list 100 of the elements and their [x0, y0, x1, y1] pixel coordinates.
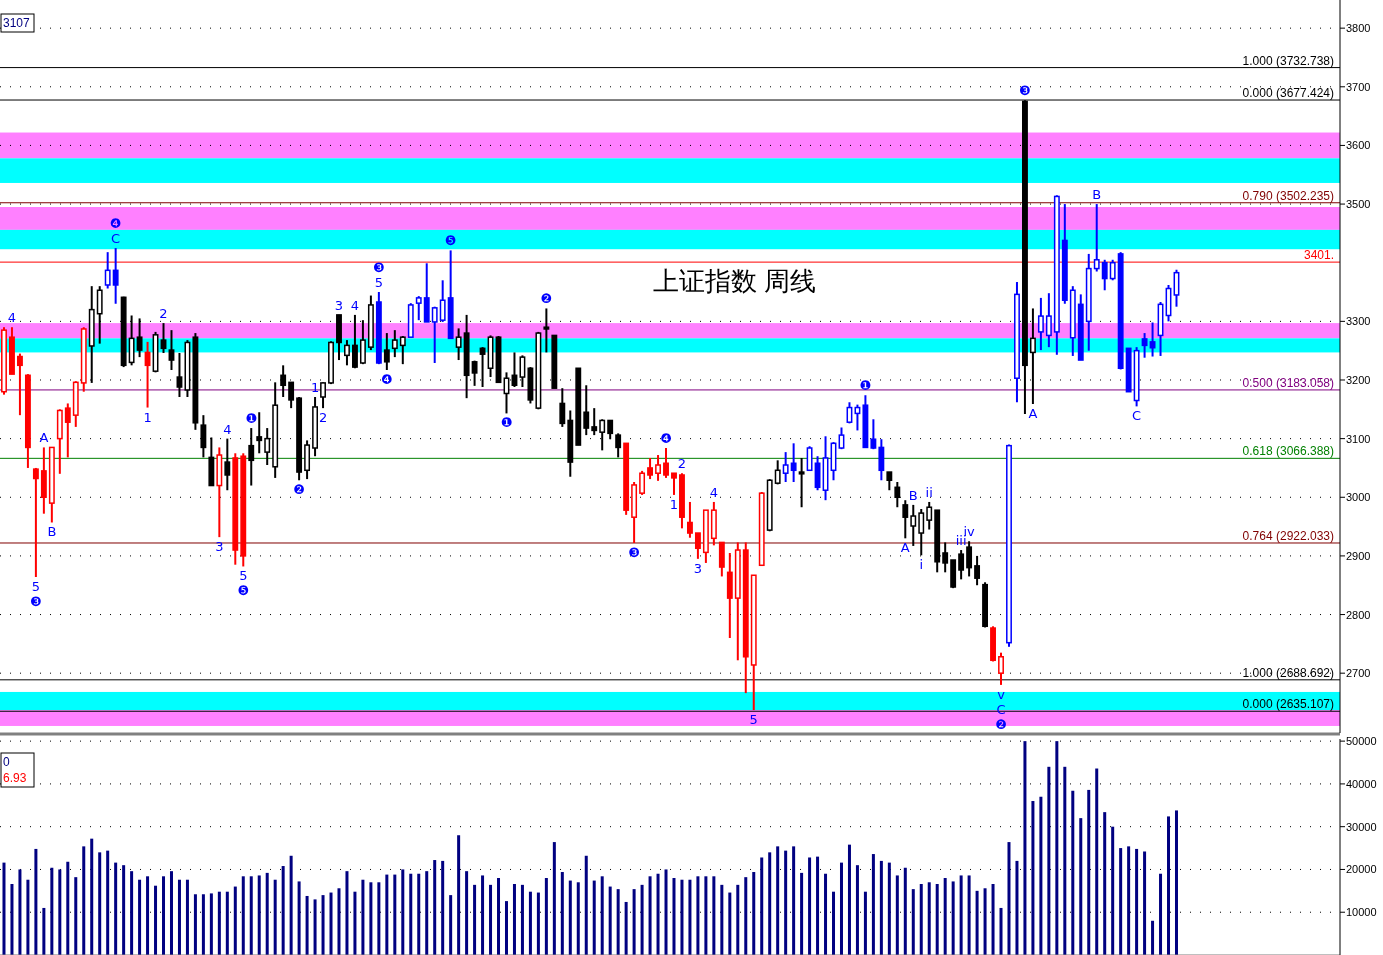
bar [919, 884, 923, 955]
annotation: 3107 [3, 16, 31, 30]
text: ❹ C [109, 216, 122, 247]
text: ❷ [540, 291, 553, 307]
bar [449, 895, 453, 955]
bar [576, 882, 580, 955]
bar [592, 880, 596, 955]
bar [225, 891, 229, 955]
bar [847, 844, 851, 955]
bar [855, 865, 859, 955]
text: 上证指数 周线 [653, 266, 816, 296]
bar [1031, 801, 1035, 955]
text: 2 [159, 306, 168, 322]
y-tick-label: 40000 [1346, 777, 1377, 790]
bar [1015, 860, 1019, 955]
bar [1047, 766, 1051, 955]
bar [656, 873, 660, 955]
bar [568, 880, 572, 955]
annotation: 6.93 [3, 771, 27, 785]
y-tick-label: 3700 [1346, 80, 1371, 93]
bar [393, 874, 397, 955]
bar [632, 889, 636, 955]
bar [98, 852, 102, 955]
bar [457, 835, 461, 955]
text: B [47, 524, 57, 540]
bar [265, 872, 269, 955]
bar [146, 876, 150, 955]
bar [895, 875, 899, 955]
text: ❺ [444, 233, 457, 249]
bar [975, 890, 979, 955]
bar [728, 892, 732, 955]
bar [10, 884, 14, 955]
ref-line-label: 0.000 (3677.424) [1242, 86, 1334, 101]
ref-line-label: 0.618 (3066.388) [1242, 444, 1334, 459]
bar [162, 876, 166, 955]
bar [138, 879, 142, 955]
text: A [39, 430, 49, 446]
bar [584, 855, 588, 955]
text: ❸ 5 [373, 260, 385, 291]
bar [1039, 796, 1043, 955]
bar [209, 893, 213, 955]
bar [130, 871, 134, 955]
bar [1159, 873, 1163, 955]
bar [512, 884, 516, 955]
bar [879, 860, 883, 955]
bar [377, 882, 381, 955]
bar [863, 891, 867, 955]
bar [321, 895, 325, 955]
bar [696, 876, 700, 955]
text: 4 [350, 297, 360, 313]
bar [154, 885, 158, 955]
text: B [1092, 187, 1102, 203]
bar [911, 889, 915, 955]
bar [385, 874, 389, 955]
bar [1151, 920, 1155, 955]
ref-line-label: 0.000 (2635.107) [1242, 697, 1334, 712]
y-tick-label: 3000 [1346, 491, 1371, 504]
bar [1095, 768, 1099, 955]
bar [1087, 789, 1091, 955]
text: 3 [215, 539, 224, 555]
bar [329, 892, 333, 955]
text: i [919, 557, 924, 573]
bar [991, 884, 995, 955]
bar [82, 846, 86, 955]
bar [839, 862, 843, 955]
bar [552, 842, 556, 955]
bar [122, 865, 126, 955]
bar [417, 873, 421, 955]
text: ❶ [245, 411, 258, 427]
bar [600, 876, 604, 955]
bar [313, 899, 317, 955]
bar [74, 877, 78, 955]
bar [42, 907, 46, 955]
bar [951, 881, 955, 955]
text: ❹ [660, 431, 672, 447]
bar [999, 907, 1003, 955]
y-tick-label: 2900 [1346, 549, 1371, 562]
bar [58, 869, 62, 955]
bar [776, 846, 780, 955]
bar [289, 855, 293, 955]
bar [664, 869, 668, 955]
y-tick-label: 30000 [1346, 820, 1377, 833]
bar [616, 889, 620, 955]
bar [712, 876, 716, 955]
bar [273, 879, 277, 955]
bar [481, 875, 485, 955]
bar [441, 860, 445, 955]
bar [871, 854, 875, 955]
y-tick-label: 2800 [1346, 608, 1371, 621]
bar [672, 878, 676, 955]
text: 5 [749, 712, 758, 728]
bar [744, 877, 748, 955]
bar [1127, 846, 1131, 955]
bar [1071, 790, 1075, 955]
text: 1 [143, 409, 152, 425]
bar [528, 891, 532, 955]
bar [201, 894, 205, 955]
bar [337, 888, 341, 955]
bar [816, 856, 820, 955]
text: A [900, 540, 910, 556]
